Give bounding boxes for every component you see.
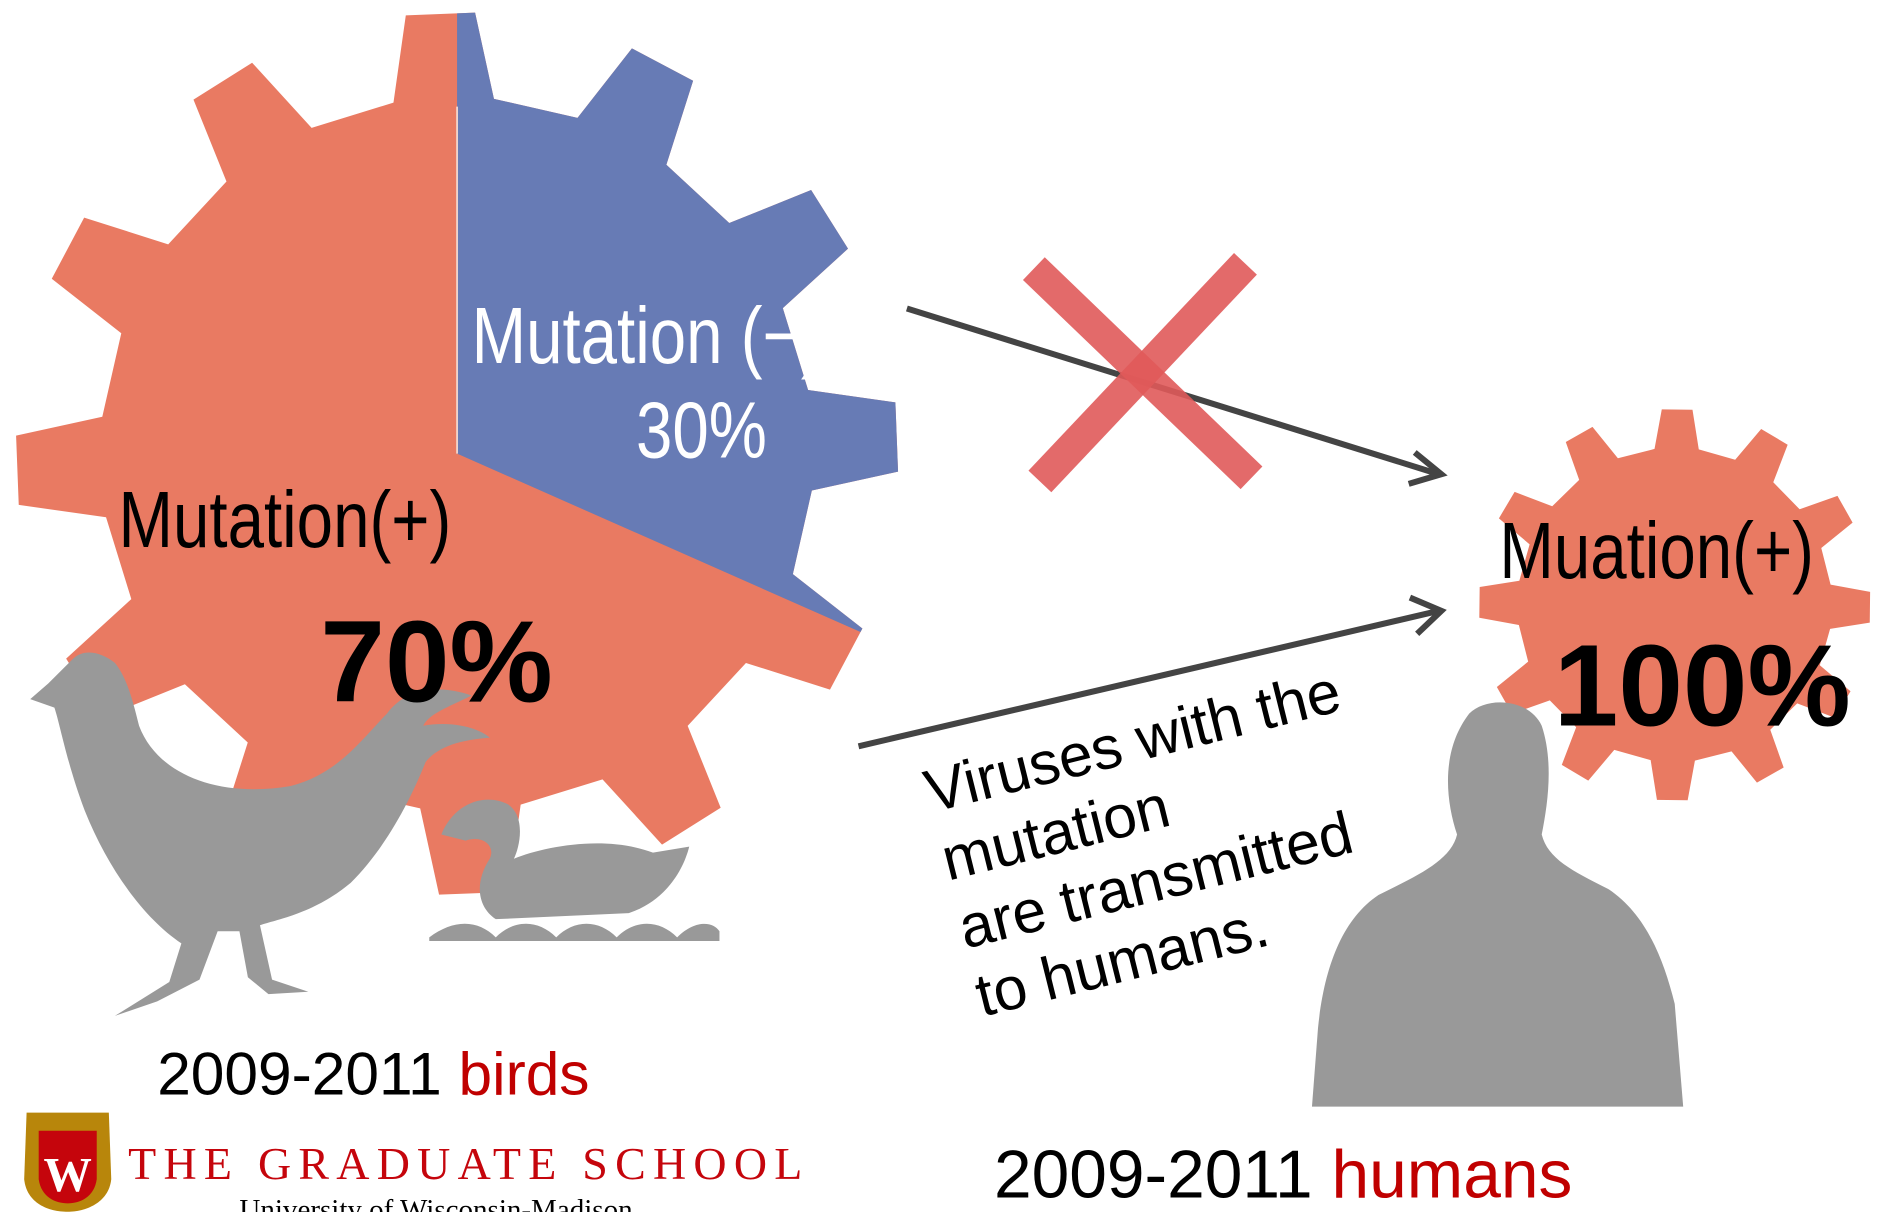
human-label: Muation(+) [1499,507,1814,596]
human [1311,702,1684,1107]
positive-label: Mutation(+) [119,476,452,565]
transmit-arrow [857,607,1440,750]
positive-percent: 70% [320,597,552,727]
logo: W THE GRADUATE SCHOOL University of Wisc… [24,1112,809,1212]
red-cross [1022,253,1263,493]
rooster [30,652,490,1016]
negative-label: Mutation (−) [472,292,823,381]
cross-line [1028,253,1257,493]
duck [429,799,720,941]
humans-caption: 2009-2011 humans [994,1137,1572,1212]
caption-years: 2009-2011 [157,1040,442,1108]
logo-name: THE GRADUATE SCHOOL [128,1138,809,1189]
human-percent: 100% [1554,621,1851,751]
arrow-head [1408,594,1447,637]
crest-letter: W [44,1149,92,1202]
crest-shield [38,1130,97,1204]
caption-group: humans [1332,1137,1573,1212]
caption-group: birds [459,1040,590,1108]
human-gear [1479,409,1871,801]
note: Viruses with the mutation are transmitte… [918,656,1360,1029]
negative-percent: 30% [636,386,767,475]
caption-years: 2009-2011 [994,1137,1313,1212]
arrow-head [1407,450,1448,487]
birds-caption: 2009-2011 birds [157,1040,589,1108]
logo-university: University of Wisconsin-Madison [239,1194,633,1212]
